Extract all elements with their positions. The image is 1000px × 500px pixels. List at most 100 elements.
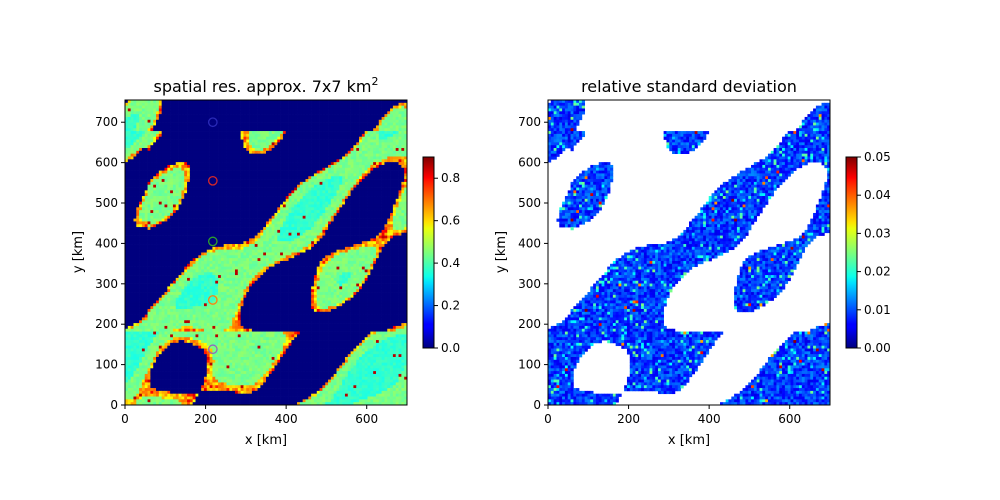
heatmap-cell bbox=[187, 119, 191, 123]
heatmap-cell bbox=[184, 128, 188, 132]
heatmap-cell bbox=[302, 102, 306, 106]
chart-spatial-resolution: spatial res. approx. 7x7 km2 0 200 400 600 … bbox=[71, 75, 460, 448]
heatmap-cell bbox=[249, 176, 253, 180]
heatmap-cell bbox=[271, 179, 275, 183]
heatmap-cell bbox=[294, 105, 298, 109]
heatmap-cell bbox=[178, 184, 182, 188]
heatmap-cell bbox=[234, 218, 239, 222]
heatmap-cell bbox=[311, 128, 315, 132]
heatmap-cell bbox=[361, 116, 366, 121]
heatmap-cell bbox=[282, 133, 287, 138]
heatmap-cell bbox=[195, 114, 199, 118]
heatmap-cell bbox=[130, 201, 134, 205]
heatmap-cell bbox=[280, 190, 284, 194]
heatmap-cell bbox=[401, 201, 405, 205]
heatmap-cell bbox=[187, 224, 191, 228]
heatmap-cell bbox=[203, 187, 208, 191]
heatmap-cell bbox=[234, 128, 239, 132]
heatmap-cell bbox=[167, 179, 171, 183]
heatmap-cell bbox=[268, 218, 272, 222]
heatmap-cell bbox=[178, 224, 182, 228]
heatmap-cell bbox=[212, 153, 216, 157]
heatmap-cell bbox=[136, 198, 140, 203]
heatmap-cell bbox=[175, 235, 179, 239]
heatmap-cell bbox=[395, 116, 399, 121]
heatmap-cell bbox=[319, 128, 323, 132]
heatmap-cell bbox=[139, 156, 143, 160]
heatmap-cell bbox=[170, 167, 174, 171]
heatmap-cell bbox=[201, 221, 205, 225]
heatmap-cell bbox=[277, 212, 281, 217]
heatmap-cell bbox=[387, 190, 391, 194]
heatmap-cell bbox=[344, 139, 349, 143]
heatmap-cell bbox=[178, 193, 182, 197]
heatmap-cell bbox=[375, 156, 380, 160]
heatmap-cell bbox=[178, 238, 182, 242]
heatmap-cell bbox=[164, 204, 168, 208]
heatmap-cell bbox=[364, 167, 368, 171]
heatmap-cell bbox=[187, 122, 191, 126]
heatmap-cell bbox=[344, 142, 349, 146]
heatmap-cell bbox=[161, 156, 165, 160]
heatmap-cell bbox=[313, 102, 318, 106]
heatmap-cell bbox=[359, 100, 363, 104]
heatmap-cell bbox=[395, 139, 399, 143]
heatmap-cell bbox=[153, 102, 157, 106]
heatmap-cell bbox=[136, 173, 140, 177]
heatmap-cell bbox=[274, 190, 278, 194]
heatmap-cell bbox=[297, 145, 301, 149]
heatmap-cell bbox=[161, 229, 165, 234]
heatmap-cell bbox=[178, 221, 182, 225]
heatmap-cell bbox=[139, 131, 143, 135]
heatmap-cell bbox=[187, 114, 191, 118]
heatmap-cell bbox=[395, 145, 399, 149]
heatmap-cell bbox=[319, 196, 323, 200]
heatmap-cell bbox=[158, 148, 163, 152]
heatmap-cell bbox=[141, 170, 146, 174]
heatmap-cell bbox=[170, 156, 174, 160]
heatmap-cell bbox=[215, 133, 219, 138]
heatmap-cell bbox=[260, 235, 264, 239]
heatmap-cell bbox=[330, 148, 335, 152]
heatmap-cell bbox=[203, 235, 208, 239]
heatmap-cell bbox=[178, 142, 182, 146]
heatmap-cell bbox=[195, 119, 199, 123]
heatmap-cell bbox=[153, 145, 157, 149]
heatmap-cell bbox=[263, 148, 267, 152]
heatmap-cell bbox=[302, 111, 306, 115]
heatmap-cell bbox=[311, 125, 315, 129]
heatmap-cell bbox=[316, 162, 320, 166]
heatmap-cell bbox=[404, 102, 407, 106]
heatmap-cell bbox=[175, 164, 179, 169]
heatmap-cell bbox=[319, 193, 323, 197]
heatmap-cell bbox=[181, 184, 185, 188]
heatmap-cell bbox=[384, 102, 388, 106]
heatmap-cell bbox=[401, 136, 405, 140]
heatmap-cell bbox=[133, 116, 137, 121]
heatmap-cell bbox=[240, 164, 244, 169]
heatmap-cell bbox=[240, 150, 244, 154]
heatmap-cell bbox=[251, 131, 256, 135]
heatmap-cell bbox=[280, 148, 284, 152]
heatmap-cell bbox=[336, 139, 340, 143]
heatmap-cell bbox=[133, 215, 137, 219]
heatmap-cell bbox=[161, 210, 165, 214]
heatmap-cell bbox=[282, 184, 287, 188]
heatmap-cell bbox=[130, 156, 134, 160]
heatmap-cell bbox=[364, 232, 368, 236]
heatmap-cell bbox=[404, 173, 407, 177]
heatmap-cell bbox=[246, 116, 250, 121]
heatmap-cell bbox=[302, 164, 306, 169]
heatmap-cell bbox=[381, 218, 385, 222]
heatmap-cell bbox=[198, 131, 202, 135]
heatmap-cell bbox=[274, 212, 278, 217]
heatmap-cell bbox=[361, 119, 366, 123]
heatmap-cell bbox=[226, 133, 230, 138]
heatmap-cell bbox=[350, 125, 354, 129]
heatmap-cell bbox=[350, 238, 354, 242]
heatmap-cell bbox=[359, 196, 363, 200]
heatmap-cell bbox=[359, 207, 363, 211]
heatmap-cell bbox=[288, 184, 292, 188]
heatmap-cell bbox=[254, 136, 258, 140]
heatmap-cell bbox=[144, 108, 148, 112]
